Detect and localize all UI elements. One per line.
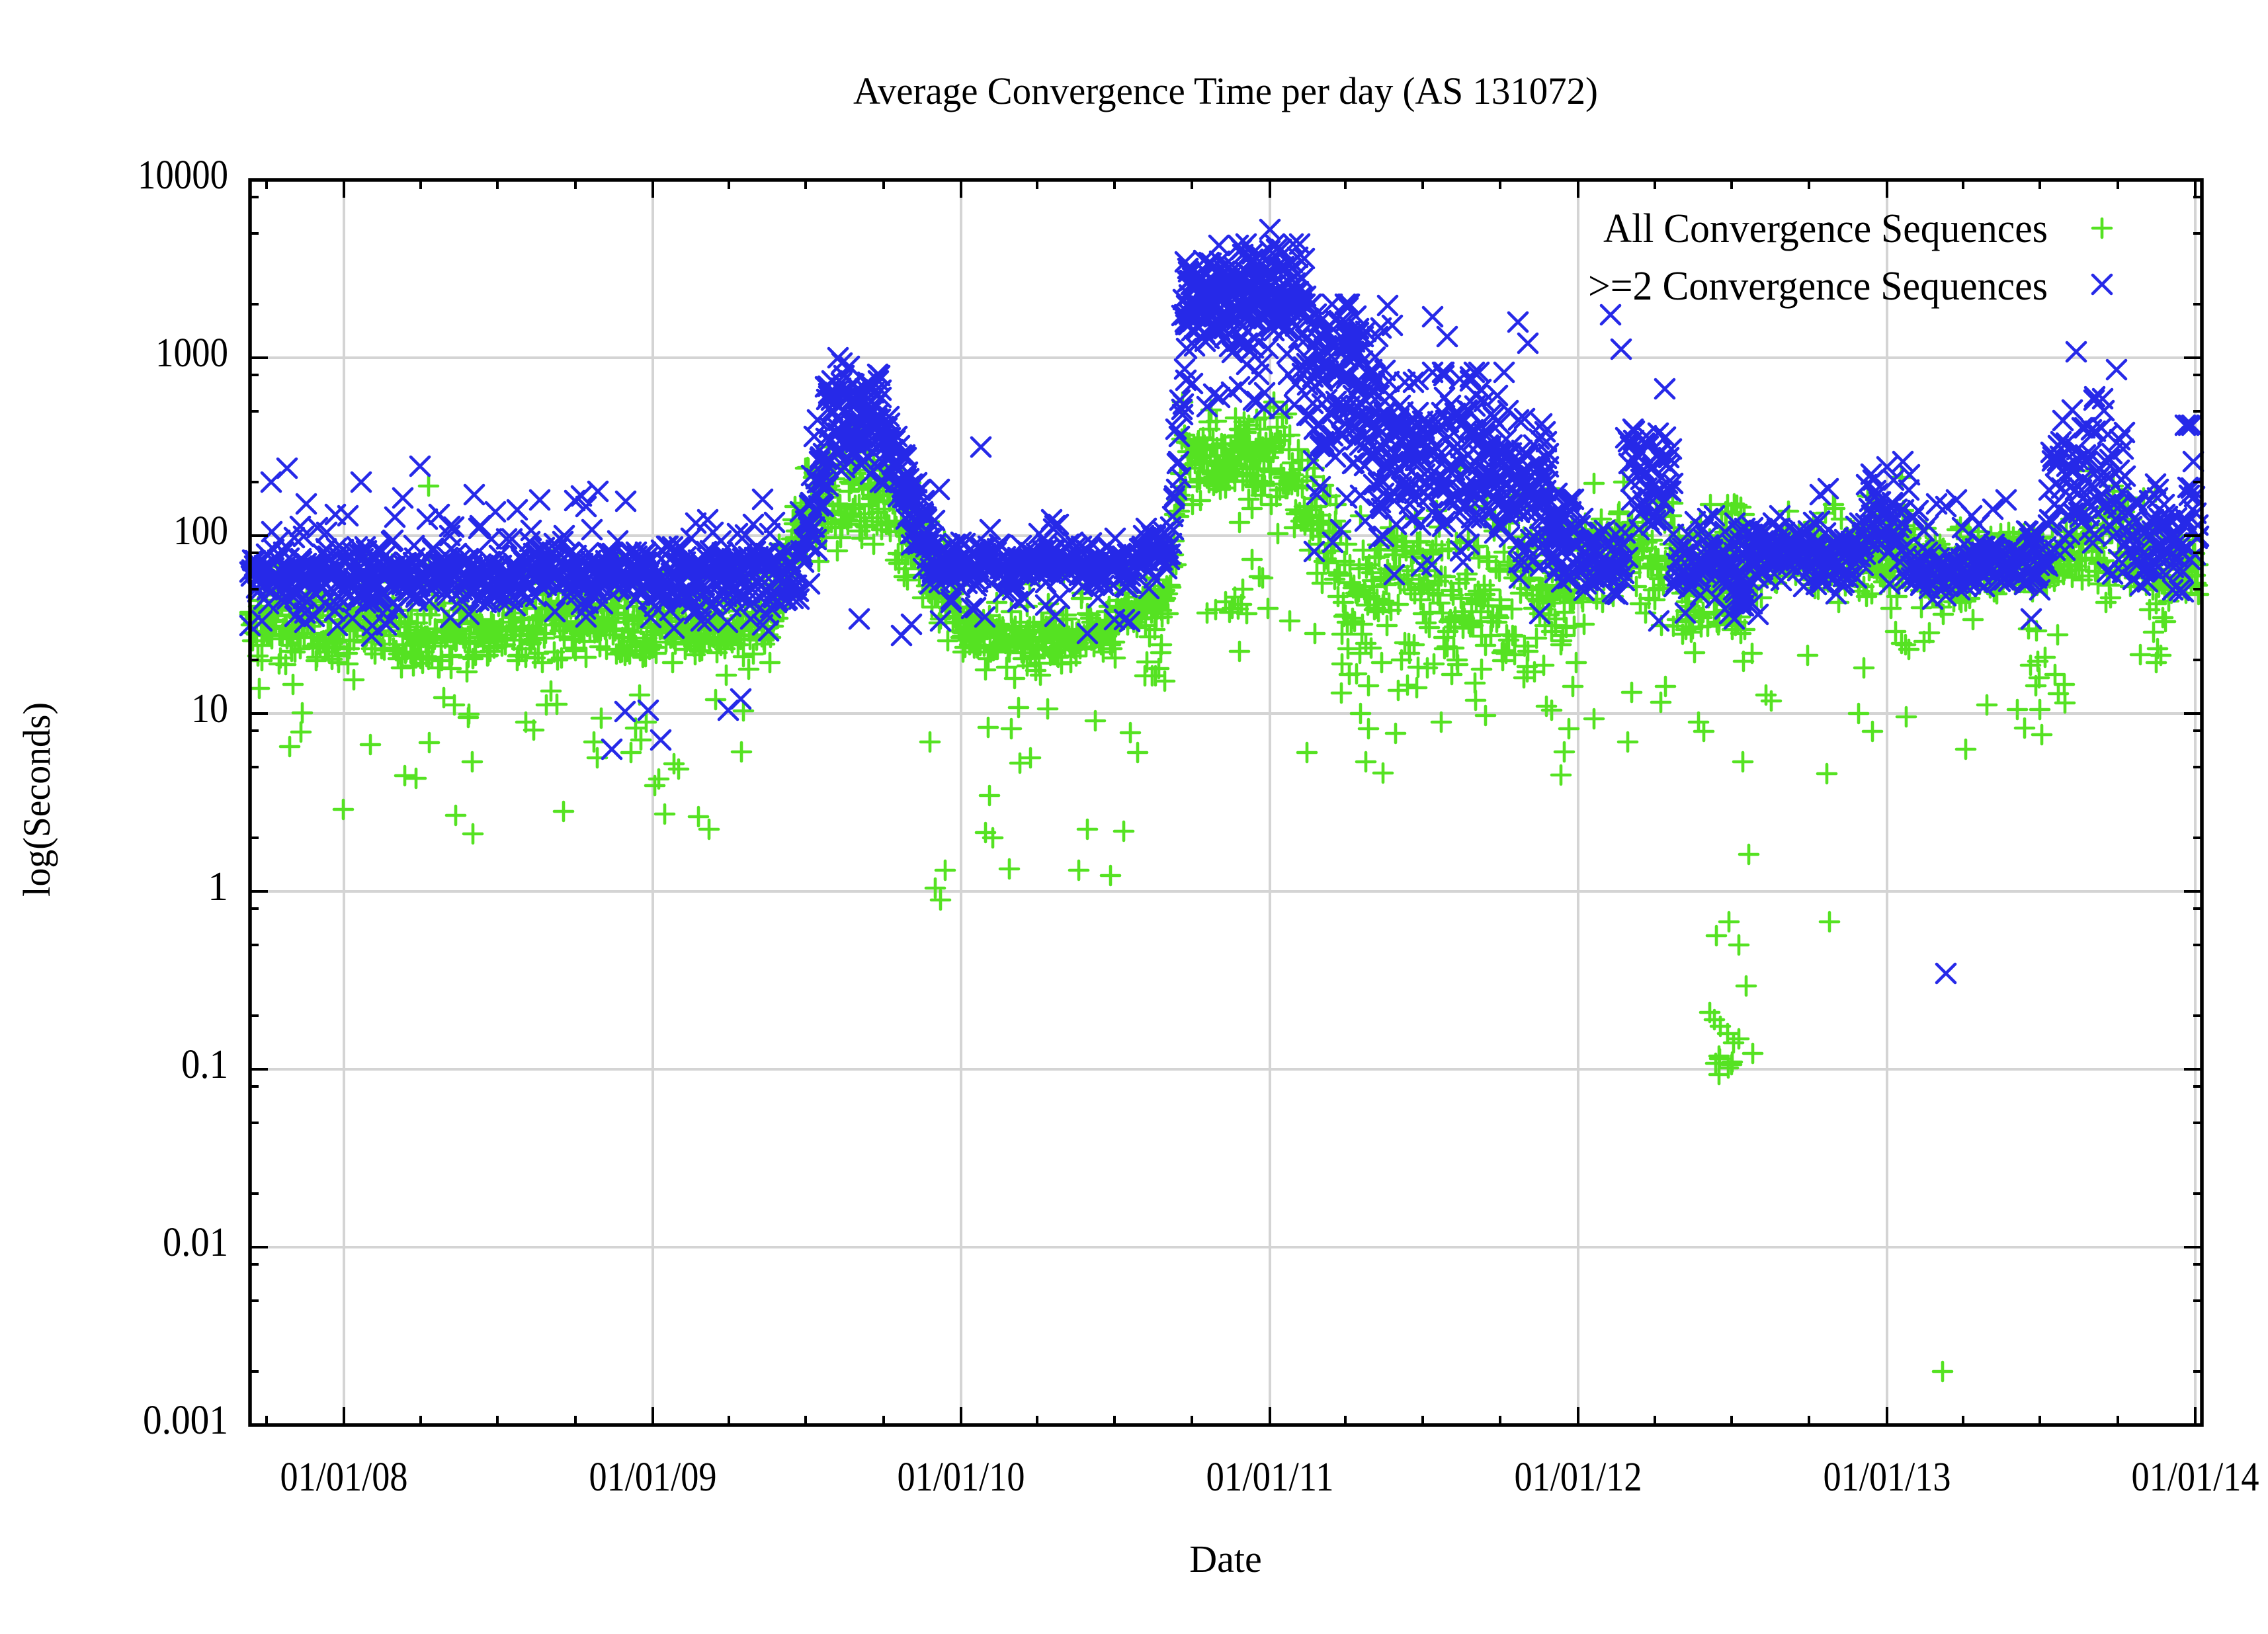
svg-text:01/01/12: 01/01/12 — [1515, 1455, 1642, 1500]
svg-text:10000: 10000 — [138, 153, 228, 198]
svg-text:0.01: 0.01 — [163, 1220, 228, 1265]
svg-text:Date: Date — [1189, 1537, 1262, 1580]
svg-text:All Convergence Sequences: All Convergence Sequences — [1603, 206, 2048, 251]
svg-text:1: 1 — [208, 864, 228, 909]
svg-text:01/01/13: 01/01/13 — [1824, 1455, 1951, 1500]
svg-text:0.001: 0.001 — [143, 1398, 228, 1443]
svg-text:01/01/10: 01/01/10 — [898, 1455, 1025, 1500]
svg-text:>=2 Convergence Sequences: >=2 Convergence Sequences — [1588, 264, 2048, 309]
svg-text:Average Convergence Time per d: Average Convergence Time per day (AS 131… — [853, 69, 1598, 112]
svg-text:10: 10 — [191, 686, 228, 731]
svg-text:01/01/08: 01/01/08 — [280, 1455, 408, 1500]
svg-text:0.1: 0.1 — [181, 1042, 228, 1087]
svg-text:100: 100 — [173, 509, 228, 553]
svg-text:log(Seconds): log(Seconds) — [15, 702, 58, 897]
svg-text:1000: 1000 — [155, 331, 228, 376]
svg-text:01/01/11: 01/01/11 — [1206, 1455, 1334, 1500]
svg-text:01/01/09: 01/01/09 — [589, 1455, 717, 1500]
svg-text:01/01/14: 01/01/14 — [2132, 1455, 2259, 1500]
